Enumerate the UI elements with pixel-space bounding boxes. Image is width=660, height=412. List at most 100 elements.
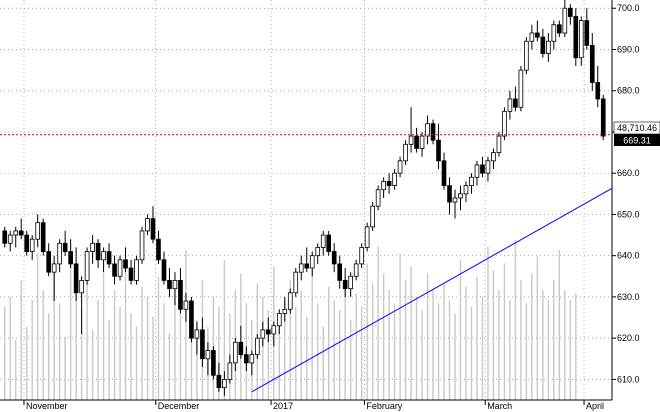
candle-up[interactable]	[485, 160, 491, 174]
candle-down[interactable]	[73, 263, 79, 294]
candle-up[interactable]	[255, 337, 260, 356]
candle-up[interactable]	[233, 341, 238, 364]
candle-up[interactable]	[452, 197, 458, 203]
candle-up[interactable]	[381, 181, 386, 191]
candle-up[interactable]	[260, 329, 266, 339]
candle-up[interactable]	[524, 40, 529, 71]
candle-up[interactable]	[491, 152, 496, 162]
candle-up[interactable]	[562, 7, 568, 34]
candle-up[interactable]	[139, 230, 145, 261]
candle-up[interactable]	[227, 362, 233, 380]
candle-down[interactable]	[238, 341, 244, 356]
candle-down[interactable]	[156, 238, 161, 261]
candle-up[interactable]	[298, 263, 304, 273]
candle-down[interactable]	[342, 280, 348, 290]
candle-down[interactable]	[573, 16, 579, 59]
candle-up[interactable]	[551, 24, 557, 42]
candle-up[interactable]	[507, 98, 513, 112]
candle-down[interactable]	[211, 350, 216, 376]
candle-down[interactable]	[68, 251, 73, 265]
candle-up[interactable]	[529, 32, 535, 42]
candle-up[interactable]	[419, 135, 425, 149]
candle-up[interactable]	[117, 259, 123, 277]
candle-down[interactable]	[414, 135, 419, 149]
candle-down[interactable]	[326, 234, 332, 252]
candle-down[interactable]	[567, 7, 573, 17]
candle-down[interactable]	[430, 123, 436, 141]
candle-up[interactable]	[51, 263, 57, 273]
candle-down[interactable]	[331, 251, 337, 265]
candle-up[interactable]	[79, 280, 84, 294]
candle-up[interactable]	[84, 251, 90, 281]
candle-up[interactable]	[222, 378, 227, 389]
candle-up[interactable]	[29, 238, 35, 252]
candle-down[interactable]	[244, 354, 249, 364]
candle-up[interactable]	[309, 255, 315, 269]
candle-down[interactable]	[337, 263, 343, 281]
candle-down[interactable]	[150, 218, 156, 240]
candle-up[interactable]	[90, 242, 95, 252]
candle-up[interactable]	[463, 185, 469, 195]
candle-up[interactable]	[194, 329, 200, 339]
trend-line[interactable]	[251, 187, 613, 393]
candle-down[interactable]	[123, 259, 128, 269]
candle-up[interactable]	[397, 160, 403, 174]
candle-up[interactable]	[7, 234, 13, 244]
candle-down[interactable]	[112, 263, 117, 277]
candle-down[interactable]	[167, 280, 172, 290]
candle-up[interactable]	[293, 271, 299, 294]
candle-down[interactable]	[46, 251, 51, 273]
candle-down[interactable]	[106, 251, 112, 265]
candle-up[interactable]	[13, 230, 19, 236]
candle-down[interactable]	[189, 300, 194, 339]
candle-down[interactable]	[40, 222, 46, 252]
candle-down[interactable]	[178, 280, 183, 310]
candle-up[interactable]	[172, 280, 178, 290]
candle-down[interactable]	[600, 98, 606, 137]
candle-up[interactable]	[287, 292, 293, 310]
candle-down[interactable]	[304, 263, 310, 269]
candle-up[interactable]	[276, 313, 282, 327]
candle-down[interactable]	[386, 181, 392, 186]
candle-up[interactable]	[271, 325, 277, 335]
candle-up[interactable]	[359, 247, 364, 265]
candle-up[interactable]	[370, 205, 375, 228]
candle-down[interactable]	[441, 160, 447, 186]
candle-up[interactable]	[205, 350, 211, 360]
candle-down[interactable]	[540, 36, 546, 55]
candle-down[interactable]	[62, 242, 68, 252]
candle-down[interactable]	[265, 329, 271, 335]
candle-down[interactable]	[200, 329, 205, 360]
candle-down[interactable]	[128, 267, 134, 281]
candle-up[interactable]	[518, 69, 524, 108]
candle-down[interactable]	[18, 230, 24, 236]
candle-down[interactable]	[595, 82, 601, 100]
candle-up[interactable]	[392, 172, 397, 186]
candle-up[interactable]	[364, 226, 370, 248]
candle-down[interactable]	[584, 20, 590, 46]
candle-down[interactable]	[589, 44, 595, 83]
candle-down[interactable]	[436, 139, 441, 162]
candle-up[interactable]	[35, 222, 41, 240]
candle-up[interactable]	[145, 218, 150, 232]
candle-up[interactable]	[315, 247, 321, 257]
candle-down[interactable]	[557, 24, 562, 34]
candle-down[interactable]	[480, 164, 485, 174]
candle-down[interactable]	[513, 98, 518, 108]
candle-down[interactable]	[535, 32, 540, 38]
candle-up[interactable]	[403, 143, 408, 162]
candle-down[interactable]	[447, 185, 452, 203]
candle-up[interactable]	[458, 193, 463, 199]
candle-down[interactable]	[2, 230, 8, 244]
candle-up[interactable]	[502, 110, 507, 137]
candle-down[interactable]	[161, 259, 167, 281]
candle-up[interactable]	[474, 164, 480, 178]
candle-up[interactable]	[101, 251, 106, 261]
candle-up[interactable]	[183, 300, 189, 310]
candle-down[interactable]	[24, 234, 30, 252]
candle-up[interactable]	[496, 135, 502, 153]
candle-up[interactable]	[469, 176, 474, 186]
candle-up[interactable]	[348, 275, 353, 290]
candle-up[interactable]	[375, 189, 381, 207]
candle-up[interactable]	[282, 308, 288, 314]
